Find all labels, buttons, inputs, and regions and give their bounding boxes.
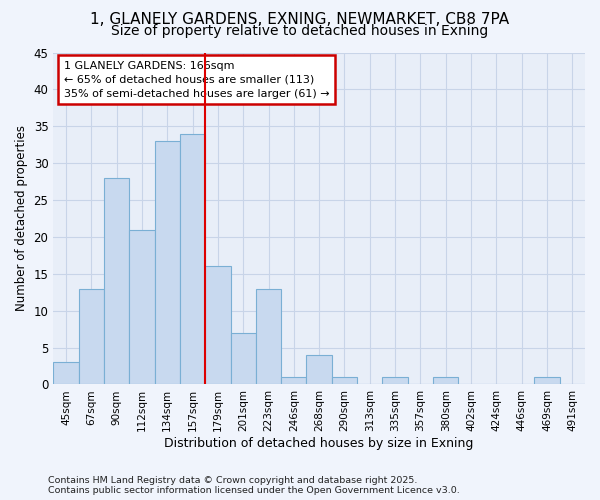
Text: 1 GLANELY GARDENS: 166sqm
← 65% of detached houses are smaller (113)
35% of semi: 1 GLANELY GARDENS: 166sqm ← 65% of detac…	[64, 61, 329, 99]
Bar	[433, 377, 458, 384]
X-axis label: Distribution of detached houses by size in Exning: Distribution of detached houses by size …	[164, 437, 474, 450]
Bar	[53, 362, 79, 384]
Bar	[180, 134, 205, 384]
Bar	[382, 377, 408, 384]
Text: 1, GLANELY GARDENS, EXNING, NEWMARKET, CB8 7PA: 1, GLANELY GARDENS, EXNING, NEWMARKET, C…	[91, 12, 509, 28]
Bar	[281, 377, 307, 384]
Text: Contains HM Land Registry data © Crown copyright and database right 2025.
Contai: Contains HM Land Registry data © Crown c…	[48, 476, 460, 495]
Bar	[205, 266, 230, 384]
Bar	[230, 333, 256, 384]
Bar	[332, 377, 357, 384]
Bar	[155, 141, 180, 384]
Y-axis label: Number of detached properties: Number of detached properties	[15, 126, 28, 312]
Text: Size of property relative to detached houses in Exning: Size of property relative to detached ho…	[112, 24, 488, 38]
Bar	[256, 288, 281, 384]
Bar	[79, 288, 104, 384]
Bar	[535, 377, 560, 384]
Bar	[104, 178, 129, 384]
Bar	[307, 355, 332, 384]
Bar	[129, 230, 155, 384]
